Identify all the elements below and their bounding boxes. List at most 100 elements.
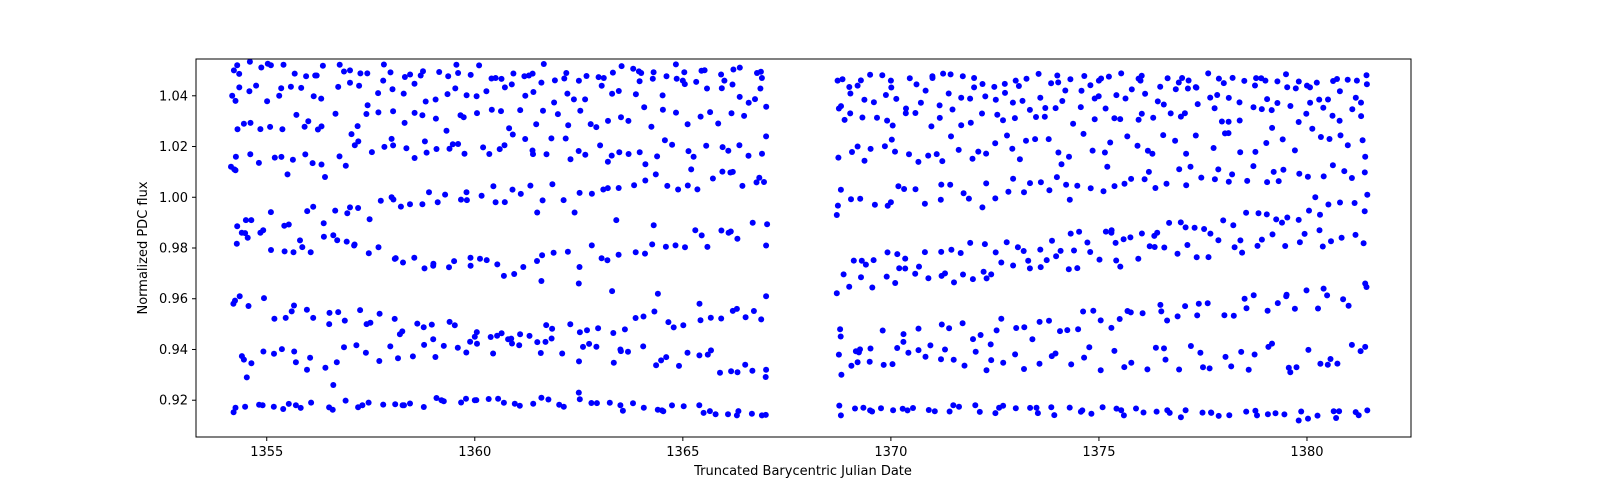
data-point: [949, 106, 956, 113]
data-point: [841, 116, 848, 123]
data-point: [1296, 170, 1303, 177]
data-point: [734, 235, 741, 242]
data-point: [742, 361, 749, 368]
data-point: [351, 242, 358, 249]
data-point: [595, 325, 602, 332]
data-point: [453, 61, 460, 68]
data-point: [498, 330, 505, 337]
data-point: [1002, 89, 1008, 96]
data-point: [1215, 412, 1222, 419]
data-point: [718, 85, 725, 92]
data-point: [652, 171, 659, 178]
data-point: [455, 70, 462, 76]
data-point: [1263, 211, 1270, 218]
data-point: [613, 217, 620, 224]
data-point: [271, 154, 278, 161]
data-point: [957, 250, 964, 256]
data-point: [1258, 236, 1265, 243]
data-point: [1182, 303, 1189, 310]
data-point: [576, 329, 583, 336]
data-point: [401, 402, 407, 409]
data-point: [730, 66, 737, 73]
data-point: [1133, 405, 1139, 412]
data-point: [498, 108, 504, 115]
data-point: [1305, 415, 1311, 422]
data-point: [271, 315, 278, 322]
data-point: [834, 77, 841, 84]
data-point: [494, 261, 501, 268]
data-point: [1035, 70, 1042, 77]
data-point: [1237, 149, 1244, 156]
data-point: [672, 242, 679, 249]
data-point: [1313, 79, 1320, 86]
data-point: [1021, 324, 1028, 331]
y-tick-label: 1.02: [159, 140, 188, 155]
data-point: [922, 87, 929, 94]
data-point: [538, 278, 545, 284]
data-point: [988, 357, 995, 364]
data-point: [1192, 84, 1199, 91]
data-point: [1108, 324, 1115, 331]
data-point: [587, 121, 594, 128]
data-point: [605, 117, 611, 124]
data-point: [672, 61, 679, 68]
data-point: [267, 123, 274, 130]
data-point: [869, 284, 876, 291]
data-point: [956, 403, 962, 410]
data-point: [259, 402, 266, 409]
data-point: [366, 216, 373, 223]
data-point: [289, 156, 296, 163]
data-point: [939, 158, 946, 165]
data-point: [1122, 95, 1129, 102]
data-point: [540, 61, 547, 67]
data-point: [1182, 407, 1189, 414]
data-point: [696, 300, 703, 307]
data-point: [1243, 209, 1250, 216]
data-point: [397, 203, 404, 210]
data-point: [1348, 341, 1355, 348]
data-point: [1100, 188, 1107, 195]
data-point: [600, 75, 607, 81]
data-point: [1337, 199, 1343, 206]
data-point: [835, 105, 842, 112]
data-point: [991, 83, 998, 90]
data-point: [1359, 137, 1366, 144]
data-point: [835, 351, 842, 358]
data-point: [1004, 132, 1010, 139]
data-point: [446, 145, 453, 152]
data-point: [1358, 113, 1365, 120]
y-tick-label: 0.98: [159, 242, 188, 257]
data-point: [411, 109, 418, 116]
data-point: [1141, 176, 1148, 183]
data-point: [988, 271, 995, 278]
data-point: [1336, 88, 1343, 95]
data-point: [310, 93, 317, 100]
data-point: [1320, 173, 1327, 180]
data-point: [707, 109, 714, 116]
data-point: [694, 186, 701, 193]
data-point: [719, 144, 726, 151]
data-point: [417, 72, 424, 79]
data-point: [1138, 230, 1145, 237]
data-point: [490, 350, 497, 357]
data-point: [764, 221, 771, 228]
data-point: [1253, 75, 1260, 82]
data-point: [742, 314, 749, 321]
data-point: [1026, 106, 1033, 113]
data-point: [981, 241, 988, 248]
data-point: [575, 280, 582, 287]
data-point: [240, 356, 247, 363]
data-point: [848, 362, 855, 369]
data-point: [488, 106, 495, 113]
data-point: [538, 79, 545, 86]
data-point: [1145, 168, 1152, 175]
data-point: [244, 234, 251, 241]
data-point: [452, 85, 459, 92]
data-point: [236, 293, 243, 300]
data-point: [525, 72, 532, 79]
data-point: [492, 75, 499, 81]
data-point: [318, 95, 325, 102]
data-point: [446, 264, 452, 271]
data-point: [640, 404, 647, 411]
data-point: [276, 92, 283, 99]
